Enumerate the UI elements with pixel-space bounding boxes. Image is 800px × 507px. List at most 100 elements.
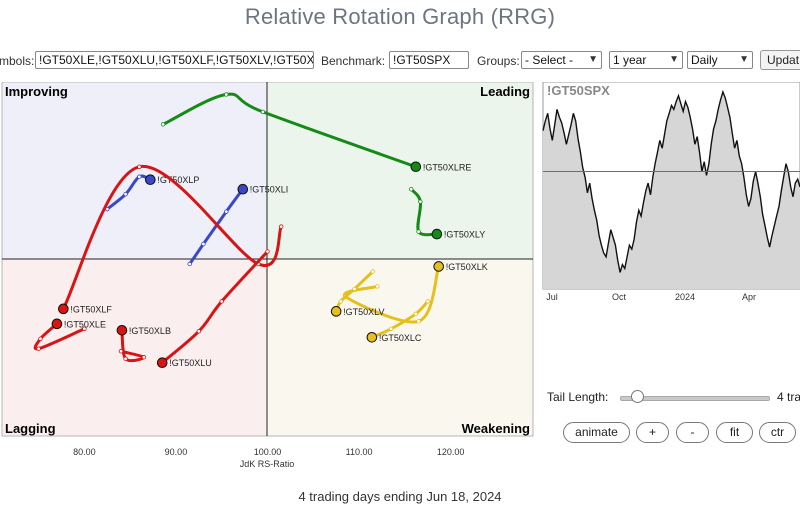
tail-point [416,319,421,324]
mini-x-tick-label: Oct [612,292,627,302]
tail-point [224,209,229,214]
zoom-out-button[interactable]: - [676,422,709,443]
series-label: !GT50XLK [446,262,488,272]
series-tail [61,165,283,311]
zoom-in-button[interactable]: + [636,422,669,443]
quadrant-leading-bg [267,82,533,259]
series-head-point[interactable] [433,261,445,272]
series-label: !GT50XLC [379,333,422,343]
groups-select-value: - Select - [525,53,574,67]
quadrant-weakening-label: Weakening [462,421,530,436]
page-title: Relative Rotation Graph (RRG) [244,4,556,29]
series-head-point[interactable] [431,228,443,240]
series-label: !GT50XLE [64,319,106,329]
series-head-point[interactable] [330,306,342,317]
frequency-select[interactable]: Daily ▼ [687,51,753,69]
series-tail [409,187,439,237]
footer-caption: 4 trading days ending Jun 18, 2024 [298,489,502,504]
x-tick-label: 120.00 [437,447,465,457]
tail-length-slider-track[interactable] [620,396,770,401]
tail-point [141,355,147,360]
series-tail [33,322,86,351]
fit-button[interactable]: fit [716,422,753,443]
mini-x-tick-label: Apr [742,292,756,302]
tail-point [187,261,192,267]
quadrant-leading-label: Leading [480,84,530,99]
tail-point [370,269,375,274]
series-head-point[interactable] [145,174,156,186]
tail-length-control: Tail Length: 4 tra [547,389,800,405]
tail-point [416,229,421,234]
tail-length-slider-handle[interactable] [631,390,644,403]
benchmark-input[interactable]: !GT50SPX [389,51,469,69]
rrg-chart[interactable]: Improving Leading Weakening Lagging 80.0… [0,82,536,474]
x-tick-label: 90.00 [165,447,188,457]
mini-x-tick-label: Jul [546,292,558,302]
tail-point [413,311,419,317]
tail-point [224,92,229,97]
tail-point [160,122,166,127]
series-tail [160,250,269,365]
x-tick-label: 110.00 [346,447,373,457]
tail-point [196,329,202,334]
series-label: !GT50XLU [169,358,212,368]
series-head-point[interactable] [116,324,128,336]
tail-point [123,356,128,361]
tail-point [425,299,430,304]
tail-length-value: 4 tra [777,390,800,404]
mini-x-tick-label: 2024 [675,292,695,302]
tail-point [118,349,124,354]
tail-point [82,326,87,332]
series-head-point[interactable] [237,183,249,195]
series-head-point[interactable] [156,357,168,369]
tail-point [219,299,224,304]
tail-point [352,286,357,292]
tail-point [260,109,266,115]
tail-length-label: Tail Length: [547,390,609,404]
quadrant-lagging-label: Lagging [5,421,56,436]
series-head-point[interactable] [51,318,63,330]
quadrant-improving-label: Improving [5,84,68,99]
quadrant-improving-bg [2,82,267,259]
series-head-point[interactable] [410,161,422,173]
mini-chart-x-ticks: Jul Oct 2024 Apr [546,292,756,302]
series-head-point[interactable] [58,303,69,315]
series-label: !GT50XLB [129,326,171,336]
x-axis-ticks: 80.00 90.00 100.00 110.00 120.00 [73,447,464,457]
groups-select[interactable]: - Select - ▼ [521,51,602,69]
tail-point [123,191,128,197]
series-tail [370,299,430,339]
frequency-select-value: Daily [691,53,718,67]
symbols-input[interactable]: !GT50XLE,!GT50XLU,!GT50XLF,!GT50XLV,!GT5… [35,51,314,69]
series-tail [105,174,152,211]
tail-point [279,224,284,229]
symbols-label: mbols: [0,54,35,68]
series-tail [119,328,146,363]
mini-chart-price-line [542,89,800,273]
center-button[interactable]: ctr [759,422,796,443]
tail-point [137,174,142,179]
toolbar: mbols: !GT50XLE,!GT50XLU,!GT50XLF,!GT50X… [0,50,800,74]
period-select[interactable]: 1 year ▼ [609,51,683,69]
series-label: !GT50XLF [70,304,112,314]
tail-point [388,326,394,332]
tail-point [375,284,380,289]
update-button[interactable]: Updat [760,50,800,70]
benchmark-label: Benchmark: [321,54,386,68]
tail-point [201,241,206,247]
x-tick-label: 100.00 [254,447,282,457]
tail-point [338,299,343,304]
tail-point [418,199,423,204]
tail-point [265,249,270,254]
x-axis-label: JdK RS-Ratio [240,459,295,469]
series-tail [188,187,245,266]
chevron-down-icon: ▼ [669,54,679,65]
x-tick-label: 80.00 [73,447,96,457]
series-label: !GT50XLI [250,185,289,195]
period-select-value: 1 year [613,53,647,67]
series-head-point[interactable] [366,331,378,343]
tail-point [38,336,43,341]
series-label: !GT50XLV [343,307,384,317]
series-label: !GT50XLRE [423,162,472,172]
animate-button[interactable]: animate [563,422,630,443]
